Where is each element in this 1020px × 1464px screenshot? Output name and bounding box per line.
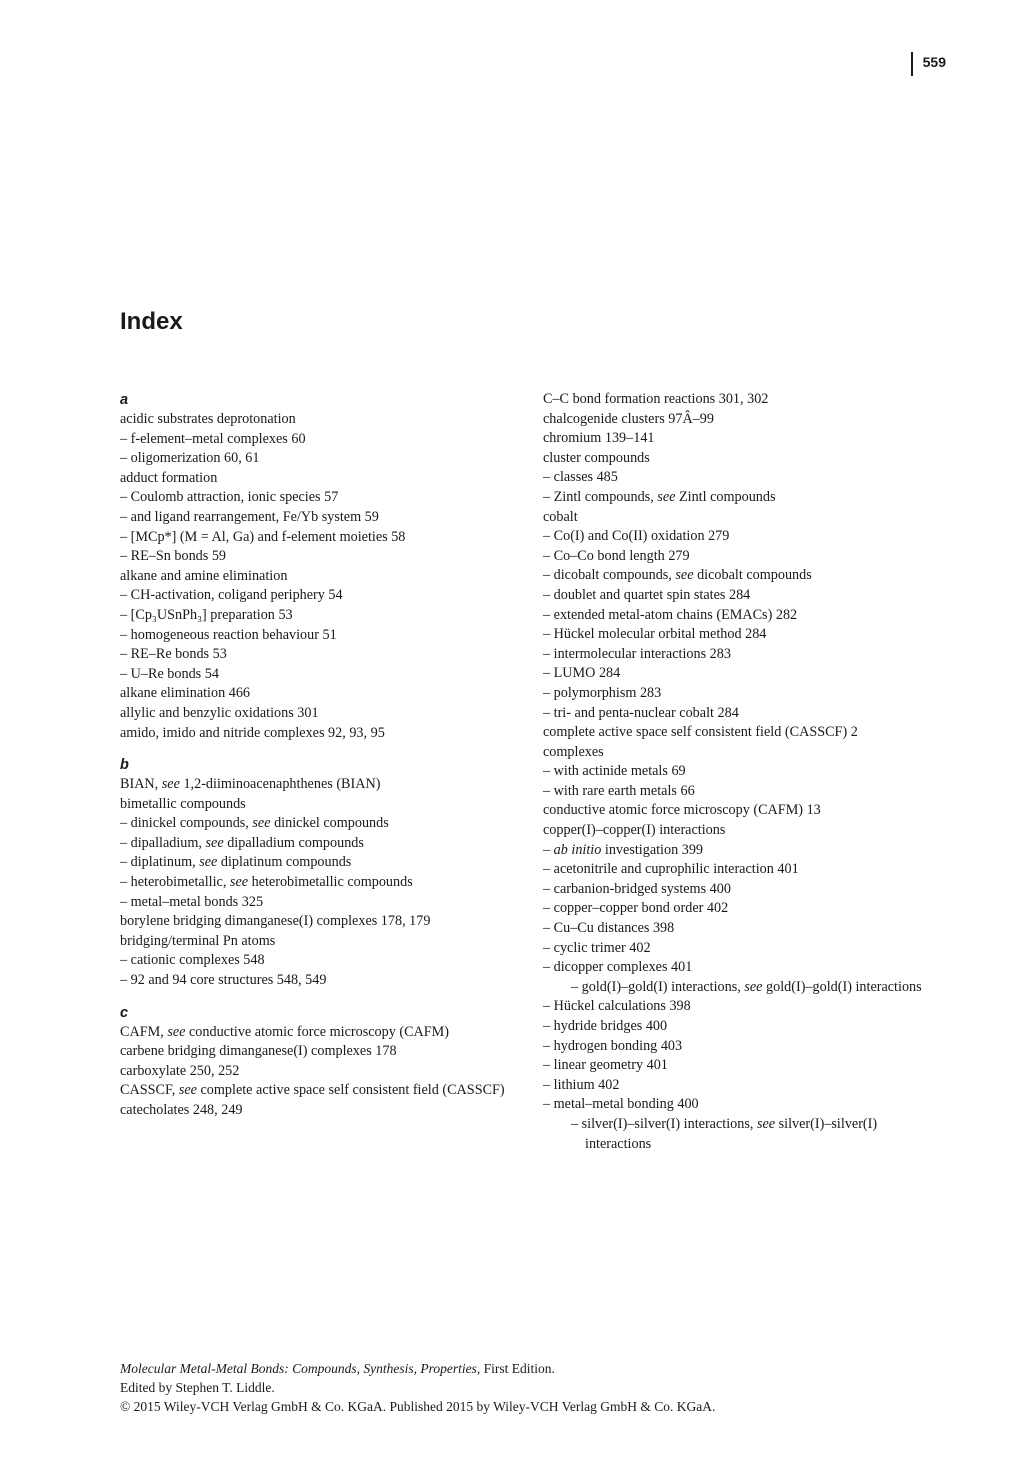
page-number-rule	[911, 52, 913, 76]
footer-edition: First Edition.	[480, 1361, 555, 1376]
column-left: a acidic substrates deprotonation– f-ele…	[120, 390, 523, 1154]
index-entry: – polymorphism 283	[543, 684, 946, 704]
index-entry: complexes	[543, 743, 946, 763]
index-content: Index a acidic substrates deprotonation–…	[120, 308, 946, 1154]
index-entry: – gold(I)–gold(I) interactions, see gold…	[543, 978, 946, 998]
index-entry: – metal–metal bonding 400	[543, 1095, 946, 1115]
index-entry: – Co(I) and Co(II) oxidation 279	[543, 527, 946, 547]
index-entry: – RE–Sn bonds 59	[120, 547, 523, 567]
index-entry: – [Cp₃USnPh₃] preparation 53	[120, 606, 523, 626]
index-entry: adduct formation	[120, 469, 523, 489]
imprint-footer: Molecular Metal-Metal Bonds: Compounds, …	[120, 1359, 715, 1416]
index-entry: catecholates 248, 249	[120, 1101, 523, 1121]
index-entry: – LUMO 284	[543, 664, 946, 684]
index-entry: – dipalladium, see dipalladium compounds	[120, 834, 523, 854]
section-letter-b: b	[120, 755, 523, 775]
index-entry: – with rare earth metals 66	[543, 782, 946, 802]
index-entry: – tri- and penta-nuclear cobalt 284	[543, 704, 946, 724]
index-entry: – with actinide metals 69	[543, 762, 946, 782]
index-entry: copper(I)–copper(I) interactions	[543, 821, 946, 841]
index-entry: – lithium 402	[543, 1076, 946, 1096]
index-entry: – copper–copper bond order 402	[543, 899, 946, 919]
index-entry: – hydride bridges 400	[543, 1017, 946, 1037]
index-entry: – Co–Co bond length 279	[543, 547, 946, 567]
index-entry: – metal–metal bonds 325	[120, 893, 523, 913]
page-number: 559	[923, 54, 946, 70]
index-entry: – Zintl compounds, see Zintl compounds	[543, 488, 946, 508]
index-entry: – homogeneous reaction behaviour 51	[120, 626, 523, 646]
index-entry: allylic and benzylic oxidations 301	[120, 704, 523, 724]
index-entry: – diplatinum, see diplatinum compounds	[120, 853, 523, 873]
index-entry: bridging/terminal Pn atoms	[120, 932, 523, 952]
index-entry: amido, imido and nitride complexes 92, 9…	[120, 724, 523, 744]
index-entry: – [MCp*] (M = Al, Ga) and f-element moie…	[120, 528, 523, 548]
index-entry: – ab initio investigation 399	[543, 841, 946, 861]
section-letter-c: c	[120, 1003, 523, 1023]
index-entry: – intermolecular interactions 283	[543, 645, 946, 665]
index-entry: – hydrogen bonding 403	[543, 1037, 946, 1057]
index-entry: chromium 139–141	[543, 429, 946, 449]
index-entry: – acetonitrile and cuprophilic interacti…	[543, 860, 946, 880]
index-entry: – cyclic trimer 402	[543, 939, 946, 959]
index-entry: – extended metal-atom chains (EMACs) 282	[543, 606, 946, 626]
index-entry: CASSCF, see complete active space self c…	[120, 1081, 523, 1101]
index-entry: – Cu–Cu distances 398	[543, 919, 946, 939]
index-entry: conductive atomic force microscopy (CAFM…	[543, 801, 946, 821]
index-entry: – classes 485	[543, 468, 946, 488]
section-letter-a: a	[120, 390, 523, 410]
right-entries: C–C bond formation reactions 301, 302cha…	[543, 390, 946, 1154]
index-entry: – doublet and quartet spin states 284	[543, 586, 946, 606]
index-entry: alkane elimination 466	[120, 684, 523, 704]
index-entry: – dicobalt compounds, see dicobalt compo…	[543, 566, 946, 586]
index-entry: – f-element–metal complexes 60	[120, 430, 523, 450]
footer-line-3: © 2015 Wiley-VCH Verlag GmbH & Co. KGaA.…	[120, 1397, 715, 1416]
index-entry: – dinickel compounds, see dinickel compo…	[120, 814, 523, 834]
index-entry: complete active space self consistent fi…	[543, 723, 946, 743]
index-entry: – U–Re bonds 54	[120, 665, 523, 685]
index-entry: – cationic complexes 548	[120, 951, 523, 971]
index-entry: borylene bridging dimanganese(I) complex…	[120, 912, 523, 932]
index-entry: bimetallic compounds	[120, 795, 523, 815]
index-entry: cluster compounds	[543, 449, 946, 469]
index-entry: – RE–Re bonds 53	[120, 645, 523, 665]
index-entry: – linear geometry 401	[543, 1056, 946, 1076]
index-entry: – Coulomb attraction, ionic species 57	[120, 488, 523, 508]
index-entry: – and ligand rearrangement, Fe/Yb system…	[120, 508, 523, 528]
index-entry: cobalt	[543, 508, 946, 528]
index-entry: C–C bond formation reactions 301, 302	[543, 390, 946, 410]
column-right: C–C bond formation reactions 301, 302cha…	[543, 390, 946, 1154]
index-entry: BIAN, see 1,2-diiminoacenaphthenes (BIAN…	[120, 775, 523, 795]
footer-line-1: Molecular Metal-Metal Bonds: Compounds, …	[120, 1359, 715, 1378]
index-entry: – dicopper complexes 401	[543, 958, 946, 978]
section-c-entries: CAFM, see conductive atomic force micros…	[120, 1023, 523, 1121]
index-entry: acidic substrates deprotonation	[120, 410, 523, 430]
index-entry: – carbanion-bridged systems 400	[543, 880, 946, 900]
index-entry: chalcogenide clusters 97Â–99	[543, 410, 946, 430]
index-entry: – silver(I)–silver(I) interactions, see …	[543, 1115, 946, 1154]
index-entry: – Hückel molecular orbital method 284	[543, 625, 946, 645]
page-title: Index	[120, 308, 946, 336]
footer-line-2: Edited by Stephen T. Liddle.	[120, 1378, 715, 1397]
index-entry: alkane and amine elimination	[120, 567, 523, 587]
index-entry: CAFM, see conductive atomic force micros…	[120, 1023, 523, 1043]
index-entry: carbene bridging dimanganese(I) complexe…	[120, 1042, 523, 1062]
footer-book-title: Molecular Metal-Metal Bonds: Compounds, …	[120, 1361, 480, 1376]
section-a-entries: acidic substrates deprotonation– f-eleme…	[120, 410, 523, 743]
index-entry: – CH-activation, coligand periphery 54	[120, 586, 523, 606]
index-entry: – 92 and 94 core structures 548, 549	[120, 971, 523, 991]
index-entry: – Hückel calculations 398	[543, 997, 946, 1017]
index-entry: – oligomerization 60, 61	[120, 449, 523, 469]
page-number-block: 559	[911, 52, 946, 76]
index-entry: – heterobimetallic, see heterobimetallic…	[120, 873, 523, 893]
index-columns: a acidic substrates deprotonation– f-ele…	[120, 390, 946, 1154]
section-b-entries: BIAN, see 1,2-diiminoacenaphthenes (BIAN…	[120, 775, 523, 991]
index-entry: carboxylate 250, 252	[120, 1062, 523, 1082]
